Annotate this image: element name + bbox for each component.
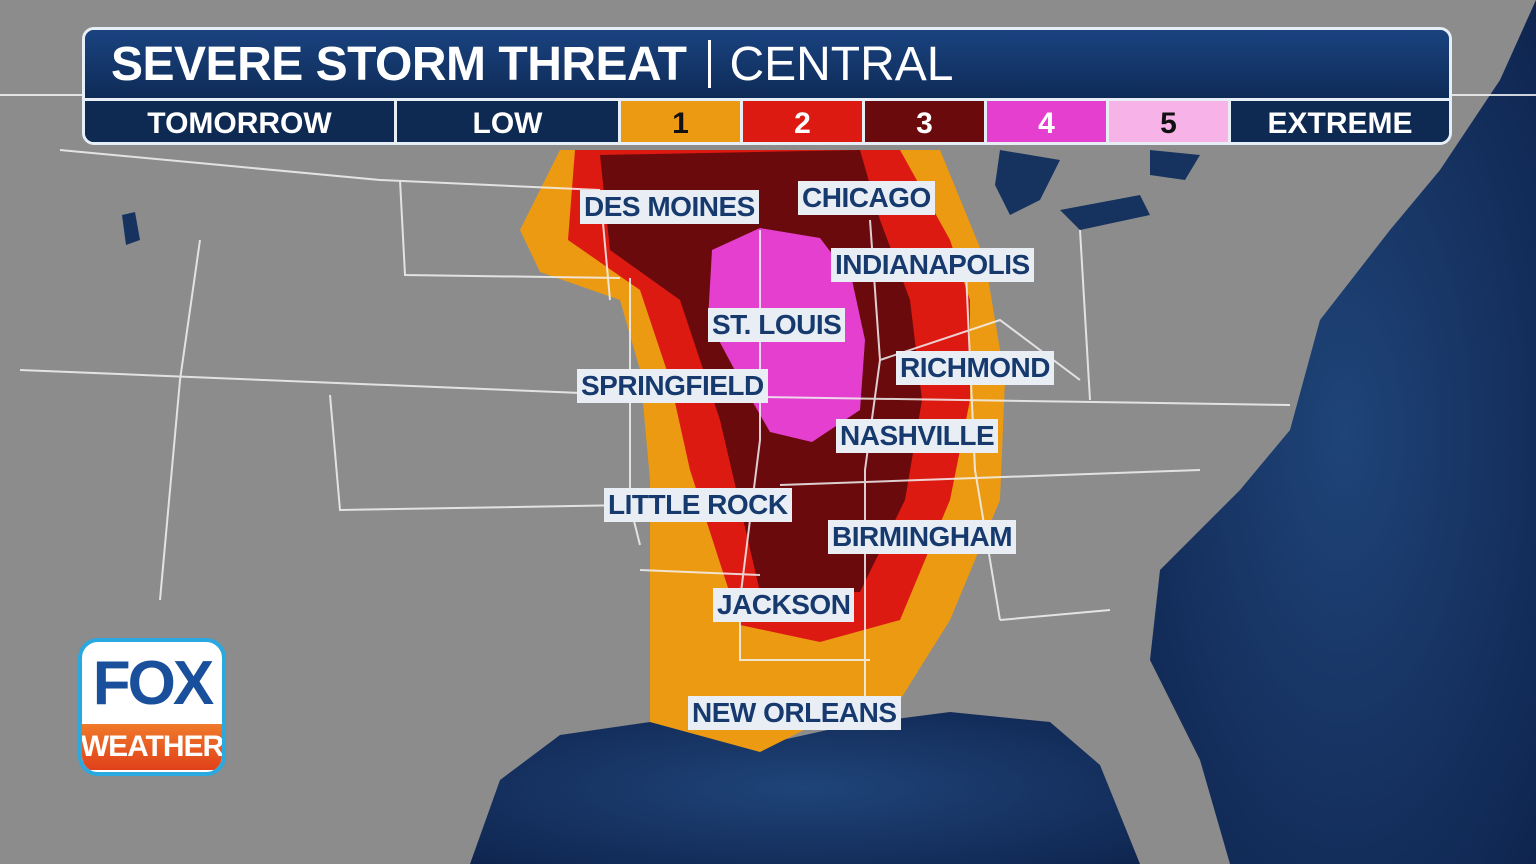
extreme-label: EXTREME: [1231, 101, 1449, 142]
title-divider: [708, 40, 712, 88]
city-label: INDIANAPOLIS: [831, 248, 1034, 282]
low-label: LOW: [397, 101, 621, 142]
atlantic-ocean: [1150, 0, 1536, 864]
level-4: 4: [987, 101, 1109, 142]
city-label: ST. LOUIS: [708, 308, 846, 342]
level-5: 5: [1109, 101, 1231, 142]
gulf-of-mexico: [470, 712, 1140, 864]
city-label: SPRINGFIELD: [577, 369, 768, 403]
city-label: JACKSON: [713, 588, 855, 622]
logo-fox-text: FOX: [92, 648, 214, 718]
logo-weather-text: WEATHER: [82, 724, 222, 770]
risk-scale: TOMORROW LOW 1 2 3 4 5 EXTREME: [85, 98, 1449, 142]
region-label: CENTRAL: [729, 37, 954, 91]
city-label: BIRMINGHAM: [828, 520, 1017, 554]
title-banner: SEVERE STORM THREAT CENTRAL TOMORROW LOW…: [82, 27, 1452, 145]
city-label: DES MOINES: [580, 190, 759, 224]
city-label: LITTLE ROCK: [604, 488, 792, 522]
city-label: NASHVILLE: [836, 419, 999, 453]
level-1: 1: [621, 101, 743, 142]
city-label: NEW ORLEANS: [688, 696, 901, 730]
level-3: 3: [865, 101, 987, 142]
day-label: TOMORROW: [85, 101, 397, 142]
city-label: RICHMOND: [896, 351, 1054, 385]
city-label: CHICAGO: [798, 181, 935, 215]
level-2: 2: [743, 101, 865, 142]
title: SEVERE STORM THREAT: [111, 37, 687, 91]
fox-weather-logo: FOX WEATHER: [78, 638, 226, 776]
